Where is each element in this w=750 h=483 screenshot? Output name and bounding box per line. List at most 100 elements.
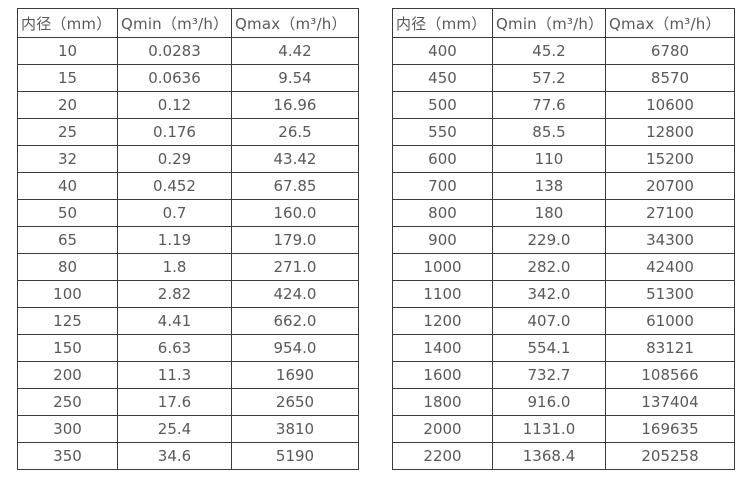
table-cell: 65 <box>17 226 118 254</box>
table-cell: 26.5 <box>231 118 359 146</box>
table-row: 80 1.8 271.0 <box>17 253 359 281</box>
table-row: 2000 1131.0 169635 <box>392 415 735 443</box>
table-cell: 85.5 <box>492 118 606 146</box>
table-cell: 0.0283 <box>117 37 232 65</box>
table-cell: 1.8 <box>117 253 232 281</box>
table-cell: 25 <box>17 118 118 146</box>
table-cell: 205258 <box>605 442 735 470</box>
table-cell: 5190 <box>231 442 359 470</box>
table-cell: 1.19 <box>117 226 232 254</box>
table-cell: 34300 <box>605 226 735 254</box>
table-cell: 662.0 <box>231 307 359 335</box>
table-cell: 2000 <box>392 415 493 443</box>
table-row: 600 110 15200 <box>392 145 735 173</box>
table-cell: 137404 <box>605 388 735 416</box>
table-cell: 45.2 <box>492 37 606 65</box>
table-cell: 550 <box>392 118 493 146</box>
table-row: 40 0.452 67.85 <box>17 172 359 200</box>
table-cell: 2650 <box>231 388 359 416</box>
table-cell: 954.0 <box>231 334 359 362</box>
table-row: 150 6.63 954.0 <box>17 334 359 362</box>
table-row: 25 0.176 26.5 <box>17 118 359 146</box>
table-cell: 180 <box>492 199 606 227</box>
table-cell: 67.85 <box>231 172 359 200</box>
table-cell: 61000 <box>605 307 735 335</box>
table-cell: 42400 <box>605 253 735 281</box>
table-cell: 2200 <box>392 442 493 470</box>
table-cell: 138 <box>492 172 606 200</box>
table-cell: 108566 <box>605 361 735 389</box>
table-row: 250 17.6 2650 <box>17 388 359 416</box>
header-row: 内径（mm） Qmin（m³/h） Qmax（m³/h） <box>392 8 735 38</box>
table-cell: 4.41 <box>117 307 232 335</box>
table-row: 2200 1368.4 205258 <box>392 442 735 470</box>
table-row: 500 77.6 10600 <box>392 91 735 119</box>
table-cell: 80 <box>17 253 118 281</box>
table-cell: 12800 <box>605 118 735 146</box>
table-row: 550 85.5 12800 <box>392 118 735 146</box>
table-cell: 200 <box>17 361 118 389</box>
table-cell: 9.54 <box>231 64 359 92</box>
table-cell: 700 <box>392 172 493 200</box>
table-cell: 32 <box>17 145 118 173</box>
table-cell: 20 <box>17 91 118 119</box>
table-cell: 34.6 <box>117 442 232 470</box>
table-cell: 43.42 <box>231 145 359 173</box>
table-row: 1800 916.0 137404 <box>392 388 735 416</box>
table-cell: 160.0 <box>231 199 359 227</box>
flow-spec-table-left: 内径（mm） Qmin（m³/h） Qmax（m³/h） 10 0.0283 4.4… <box>17 8 359 470</box>
table-cell: 0.0636 <box>117 64 232 92</box>
column-header-qmax: Qmax（m³/h） <box>605 8 735 38</box>
table-cell: 1000 <box>392 253 493 281</box>
table-cell: 342.0 <box>492 280 606 308</box>
table-cell: 0.452 <box>117 172 232 200</box>
table-cell: 17.6 <box>117 388 232 416</box>
column-header-qmax: Qmax（m³/h） <box>231 8 359 38</box>
table-cell: 282.0 <box>492 253 606 281</box>
table-cell: 600 <box>392 145 493 173</box>
table-row: 450 57.2 8570 <box>392 64 735 92</box>
table-row: 900 229.0 34300 <box>392 226 735 254</box>
table-row: 400 45.2 6780 <box>392 37 735 65</box>
table-cell: 1200 <box>392 307 493 335</box>
table-cell: 169635 <box>605 415 735 443</box>
table-cell: 11.3 <box>117 361 232 389</box>
table-cell: 15 <box>17 64 118 92</box>
table-cell: 0.12 <box>117 91 232 119</box>
table-cell: 1600 <box>392 361 493 389</box>
table-cell: 732.7 <box>492 361 606 389</box>
table-cell: 20700 <box>605 172 735 200</box>
table-cell: 0.7 <box>117 199 232 227</box>
column-header-diameter: 内径（mm） <box>17 8 118 38</box>
table-cell: 0.29 <box>117 145 232 173</box>
table-cell: 3810 <box>231 415 359 443</box>
table-cell: 6780 <box>605 37 735 65</box>
table-cell: 57.2 <box>492 64 606 92</box>
flow-spec-table-right: 内径（mm） Qmin（m³/h） Qmax（m³/h） 400 45.2 6780… <box>392 8 735 470</box>
table-row: 350 34.6 5190 <box>17 442 359 470</box>
table-row: 1000 282.0 42400 <box>392 253 735 281</box>
table-row: 10 0.0283 4.42 <box>17 37 359 65</box>
table-cell: 6.63 <box>117 334 232 362</box>
column-header-qmin: Qmin（m³/h） <box>117 8 232 38</box>
table-cell: 77.6 <box>492 91 606 119</box>
table-row: 1100 342.0 51300 <box>392 280 735 308</box>
table-cell: 51300 <box>605 280 735 308</box>
table-row: 700 138 20700 <box>392 172 735 200</box>
table-cell: 250 <box>17 388 118 416</box>
table-cell: 424.0 <box>231 280 359 308</box>
table-cell: 8570 <box>605 64 735 92</box>
table-row: 1200 407.0 61000 <box>392 307 735 335</box>
table-row: 15 0.0636 9.54 <box>17 64 359 92</box>
table-row: 300 25.4 3810 <box>17 415 359 443</box>
table-cell: 916.0 <box>492 388 606 416</box>
table-cell: 179.0 <box>231 226 359 254</box>
table-cell: 407.0 <box>492 307 606 335</box>
table-row: 100 2.82 424.0 <box>17 280 359 308</box>
table-cell: 800 <box>392 199 493 227</box>
table-row: 50 0.7 160.0 <box>17 199 359 227</box>
table-row: 200 11.3 1690 <box>17 361 359 389</box>
table-cell: 1131.0 <box>492 415 606 443</box>
table-cell: 10 <box>17 37 118 65</box>
